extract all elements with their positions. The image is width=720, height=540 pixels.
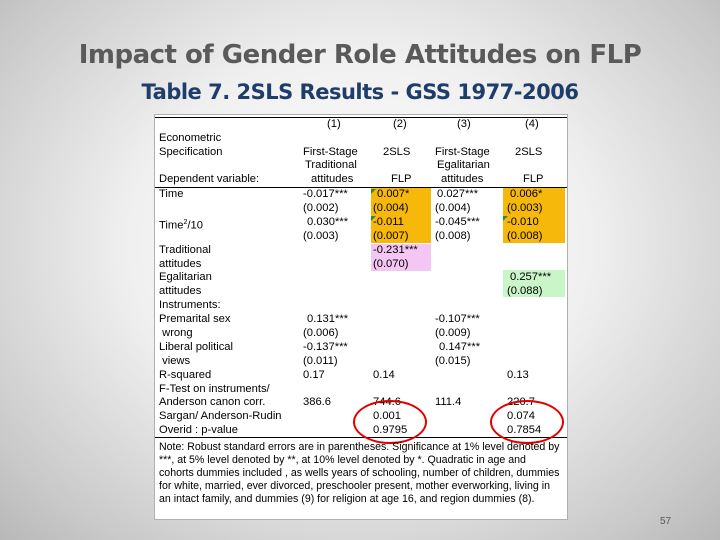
- time2-se-1: (0.003): [303, 230, 339, 242]
- egalitarian-coef: 0.257***: [510, 271, 552, 283]
- time-se-3: (0.004): [435, 202, 471, 214]
- time2-se-2: (0.007): [373, 230, 409, 242]
- time-se-4: (0.003): [507, 202, 543, 214]
- traditional-label-1: Traditional: [159, 244, 211, 256]
- comment-marker-icon: [503, 216, 508, 221]
- traditional-se: (0.070): [373, 258, 409, 270]
- egalitarian-label-1: Egalitarian: [159, 271, 212, 283]
- dep-line1-1: Traditional: [305, 159, 357, 171]
- highlight-col2-time: [371, 187, 431, 243]
- page-number: 57: [660, 516, 672, 527]
- time-coef-2: 0.007*: [377, 188, 410, 200]
- premarital-se-1: (0.006): [303, 327, 339, 339]
- slide-subtitle: Table 7. 2SLS Results - GSS 1977-2006: [141, 80, 579, 104]
- time-coef-3: 0.027***: [437, 188, 479, 200]
- highlight-traditional-coef: [371, 244, 431, 271]
- time2-se-4: (0.008): [507, 230, 543, 242]
- egalitarian-label-2: attitudes: [159, 285, 202, 297]
- time2-label: Time2/10: [159, 219, 203, 232]
- premarital-coef-1: 0.131***: [307, 313, 349, 325]
- spec-2: 2SLS: [383, 146, 411, 158]
- dep-line2-3: attitudes: [441, 173, 484, 185]
- table-note: Note: Robust standard errors are in pare…: [159, 441, 560, 505]
- premarital-coef-3: -0.107***: [435, 313, 480, 325]
- comment-marker-icon: [371, 189, 376, 194]
- highlight-col4-time: [503, 187, 565, 243]
- time2-coef-4: -0.010: [507, 216, 539, 228]
- rsquared-4: 0.13: [507, 369, 529, 381]
- results-table: (1) (2) (3) (4) Econometric Specificatio…: [154, 114, 568, 520]
- col-number-1: (1): [327, 118, 341, 130]
- rsquared-label: R-squared: [159, 369, 212, 381]
- comment-marker-icon: [371, 216, 376, 221]
- highlight-egalitarian-coef: [503, 270, 565, 297]
- traditional-coef: -0.231***: [373, 244, 418, 256]
- annotation-circle-col4: [490, 400, 564, 444]
- time2-se-3: (0.008): [435, 230, 471, 242]
- col-number-4: (4): [525, 118, 539, 130]
- egalitarian-se: (0.088): [507, 285, 543, 297]
- time2-coef-3: -0.045***: [435, 216, 480, 228]
- rsquared-1: 0.17: [303, 369, 325, 381]
- liberal-label-1: Liberal political: [159, 341, 234, 353]
- time2-coef-1: 0.030***: [307, 216, 349, 228]
- sargan-label: Sargan/ Anderson-Rudin: [159, 410, 282, 422]
- annotation-circle-col2: [353, 400, 427, 444]
- spec-1: First-Stage: [303, 146, 358, 158]
- liberal-label-2: views: [159, 355, 191, 367]
- dep-line2-4: FLP: [523, 173, 544, 185]
- table-header-rule: [155, 187, 567, 188]
- time-se-1: (0.002): [303, 202, 339, 214]
- slide-title: Impact of Gender Role Attitudes on FLP: [78, 40, 642, 70]
- table-bottom-rule: [155, 437, 567, 438]
- time-coef-4: 0.006*: [510, 188, 543, 200]
- time-label: Time: [159, 188, 184, 200]
- liberal-se-3: (0.015): [435, 355, 471, 367]
- liberal-coef-3: 0.147***: [439, 341, 481, 353]
- time-se-2: (0.004): [373, 202, 409, 214]
- spec-3: First-Stage: [435, 146, 490, 158]
- anderson-1: 386.6: [303, 396, 331, 408]
- rsquared-2: 0.14: [373, 369, 395, 381]
- premarital-label-2: wrong: [159, 327, 193, 339]
- premarital-label-1: Premarital sex: [159, 313, 231, 325]
- liberal-se-1: (0.011): [303, 355, 338, 367]
- specification-label: Specification: [159, 146, 223, 158]
- dep-line1-3: Egalitarian: [437, 159, 490, 171]
- instruments-label: Instruments:: [159, 299, 221, 311]
- dep-line2-1: attitudes: [311, 173, 354, 185]
- econometric-label: Econometric: [159, 132, 222, 144]
- overid-label: Overid : p-value: [159, 424, 238, 436]
- col-number-2: (2): [393, 118, 407, 130]
- table-top-rule: [155, 117, 567, 118]
- ftest-label: F-Test on instruments/: [159, 383, 270, 395]
- liberal-coef-1: -0.137***: [303, 341, 348, 353]
- time-coef-1: -0.017***: [303, 188, 348, 200]
- col-number-3: (3): [457, 118, 471, 130]
- dependent-label: Dependent variable:: [159, 173, 260, 185]
- anderson-label: Anderson canon corr.: [159, 396, 266, 408]
- anderson-3: 111.4: [435, 396, 462, 408]
- time2-coef-2: -0.011: [373, 216, 404, 228]
- traditional-label-2: attitudes: [159, 258, 202, 270]
- spec-4: 2SLS: [515, 146, 543, 158]
- premarital-se-3: (0.009): [435, 327, 471, 339]
- dep-line2-2: FLP: [391, 173, 412, 185]
